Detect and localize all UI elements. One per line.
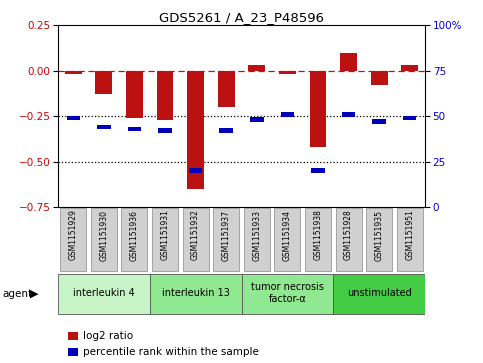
Text: unstimulated: unstimulated bbox=[347, 288, 412, 298]
Text: GSM1151930: GSM1151930 bbox=[99, 209, 108, 261]
Bar bbox=[248, 65, 265, 71]
Text: GSM1151933: GSM1151933 bbox=[252, 209, 261, 261]
Bar bbox=[403, 115, 416, 121]
Bar bbox=[96, 71, 112, 94]
Text: interleukin 4: interleukin 4 bbox=[73, 288, 135, 298]
Text: GSM1151951: GSM1151951 bbox=[405, 209, 414, 260]
Bar bbox=[340, 53, 357, 71]
Text: GSM1151931: GSM1151931 bbox=[160, 209, 170, 260]
Text: agent: agent bbox=[2, 289, 32, 299]
FancyBboxPatch shape bbox=[274, 208, 300, 271]
Bar bbox=[281, 112, 294, 117]
Bar bbox=[310, 71, 327, 147]
Bar bbox=[371, 71, 387, 85]
FancyBboxPatch shape bbox=[213, 208, 239, 271]
FancyBboxPatch shape bbox=[397, 208, 423, 271]
Bar bbox=[126, 71, 143, 118]
FancyBboxPatch shape bbox=[152, 208, 178, 271]
Bar bbox=[156, 71, 173, 120]
Text: GSM1151929: GSM1151929 bbox=[69, 209, 78, 260]
Bar bbox=[128, 127, 141, 131]
Bar bbox=[250, 118, 264, 122]
FancyBboxPatch shape bbox=[150, 274, 242, 314]
Bar bbox=[97, 125, 111, 130]
Text: interleukin 13: interleukin 13 bbox=[162, 288, 229, 298]
Bar bbox=[218, 71, 235, 107]
FancyBboxPatch shape bbox=[91, 208, 117, 271]
Bar bbox=[372, 119, 386, 124]
Bar bbox=[401, 65, 418, 71]
FancyBboxPatch shape bbox=[336, 208, 362, 271]
Bar bbox=[158, 129, 172, 133]
Bar bbox=[311, 168, 325, 173]
Text: GSM1151928: GSM1151928 bbox=[344, 209, 353, 260]
Text: ▶: ▶ bbox=[30, 289, 39, 299]
FancyBboxPatch shape bbox=[333, 274, 425, 314]
Bar bbox=[279, 71, 296, 74]
FancyBboxPatch shape bbox=[305, 208, 331, 271]
Text: GSM1151938: GSM1151938 bbox=[313, 209, 323, 260]
FancyBboxPatch shape bbox=[366, 208, 392, 271]
Text: percentile rank within the sample: percentile rank within the sample bbox=[83, 347, 259, 357]
Text: GSM1151934: GSM1151934 bbox=[283, 209, 292, 261]
Bar bbox=[219, 129, 233, 133]
FancyBboxPatch shape bbox=[121, 208, 147, 271]
Text: tumor necrosis
factor-α: tumor necrosis factor-α bbox=[251, 282, 324, 304]
Bar bbox=[65, 71, 82, 74]
Bar bbox=[189, 168, 202, 173]
Bar bbox=[187, 71, 204, 189]
FancyBboxPatch shape bbox=[183, 208, 209, 271]
Text: GSM1151937: GSM1151937 bbox=[222, 209, 231, 261]
Title: GDS5261 / A_23_P48596: GDS5261 / A_23_P48596 bbox=[159, 11, 324, 24]
FancyBboxPatch shape bbox=[58, 274, 150, 314]
Text: GSM1151936: GSM1151936 bbox=[130, 209, 139, 261]
FancyBboxPatch shape bbox=[244, 208, 270, 271]
Text: GSM1151932: GSM1151932 bbox=[191, 209, 200, 260]
FancyBboxPatch shape bbox=[242, 274, 333, 314]
Text: GSM1151935: GSM1151935 bbox=[375, 209, 384, 261]
Text: log2 ratio: log2 ratio bbox=[83, 331, 133, 341]
FancyBboxPatch shape bbox=[60, 208, 86, 271]
Bar bbox=[67, 115, 80, 121]
Bar bbox=[342, 112, 355, 117]
